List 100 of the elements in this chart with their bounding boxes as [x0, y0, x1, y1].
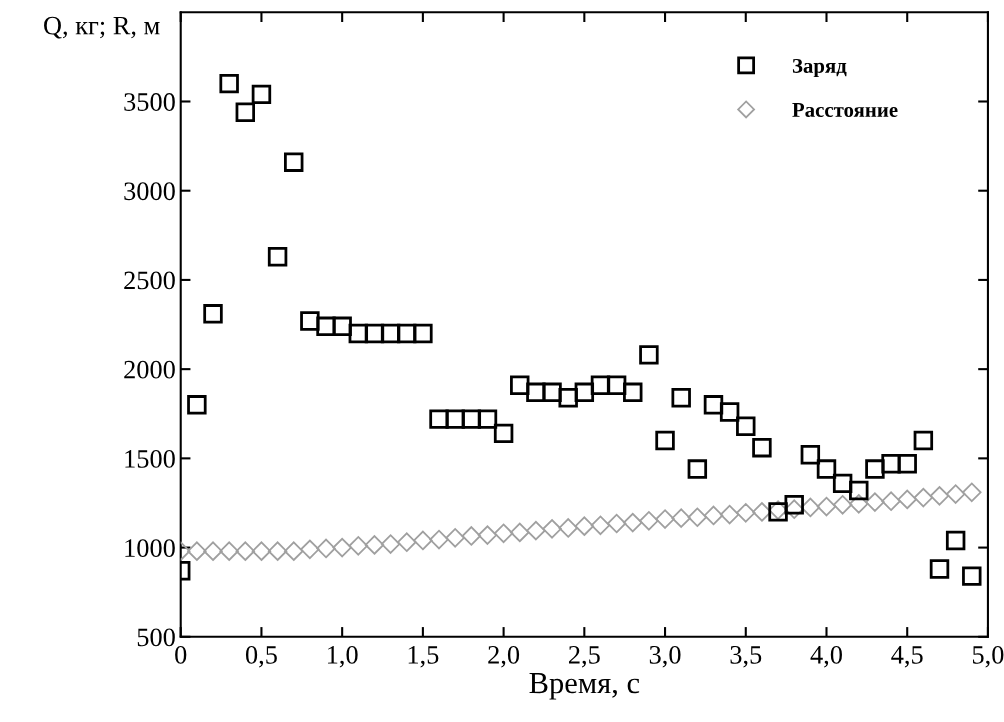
point: [945, 530, 966, 551]
x-tick-label: 0,5: [245, 645, 277, 668]
point: [300, 311, 320, 331]
x-tick-label: 4,5: [891, 646, 923, 668]
point: [542, 382, 562, 403]
point: [639, 511, 659, 531]
y-tick-label: 3000: [124, 182, 175, 201]
point: [558, 518, 578, 538]
point: [300, 539, 320, 560]
y-tick-label: 1500: [125, 449, 175, 468]
point: [623, 382, 643, 403]
point: [849, 494, 869, 514]
point: [510, 375, 530, 395]
point: [526, 382, 546, 403]
point: [445, 528, 465, 548]
point: [316, 538, 336, 559]
point: [962, 566, 982, 586]
point: [187, 395, 207, 415]
point: [639, 345, 659, 365]
point: [574, 382, 595, 403]
point: [219, 541, 239, 561]
point: [413, 530, 433, 551]
x-tick-label: 0: [175, 645, 187, 664]
point: [687, 459, 708, 479]
point: [881, 454, 901, 474]
point: [719, 402, 740, 422]
y-tick-label: 500: [137, 628, 175, 647]
point: [316, 316, 336, 337]
point: [832, 495, 853, 515]
point: [671, 508, 691, 528]
point: [429, 409, 449, 429]
point: [913, 487, 934, 508]
point: [929, 486, 950, 506]
point: [235, 102, 256, 122]
x-tick-label: 3,5: [730, 645, 762, 668]
point: [219, 73, 239, 94]
point: [461, 526, 482, 546]
x-tick-label: 5,0: [972, 645, 1004, 668]
x-tick-label: 2,0: [488, 645, 520, 668]
point: [671, 387, 691, 408]
point: [590, 515, 611, 536]
point: [477, 525, 498, 545]
point: [348, 536, 369, 556]
point: [203, 304, 223, 324]
point: [865, 492, 885, 512]
x-tick-label: 4,0: [810, 645, 842, 668]
point: [251, 84, 272, 105]
point: [913, 430, 934, 451]
point: [526, 520, 546, 541]
point: [816, 496, 837, 517]
point: [719, 504, 740, 525]
point: [687, 507, 708, 527]
point: [962, 482, 982, 503]
y-tick-label: 1000: [125, 539, 175, 557]
point: [832, 473, 853, 494]
y-tick-label: 2500: [124, 271, 175, 290]
point: [364, 535, 385, 555]
x-tick-label: 2,5: [568, 645, 600, 668]
point: [881, 491, 901, 511]
point: [606, 375, 627, 395]
point: [187, 541, 207, 561]
point: [267, 541, 288, 561]
y-tick-label: 3500: [124, 93, 175, 111]
point: [332, 537, 352, 558]
point: [736, 416, 756, 436]
point: [849, 480, 869, 501]
y-tick-label: 2000: [124, 360, 175, 379]
point: [332, 316, 352, 337]
point: [251, 541, 272, 561]
x-tick-label: 1,5: [408, 646, 439, 668]
point: [445, 409, 465, 429]
point: [655, 430, 675, 451]
point: [413, 323, 433, 344]
point: [945, 484, 966, 504]
point: [493, 423, 514, 444]
point: [623, 512, 643, 533]
point: [606, 513, 627, 534]
point: [897, 454, 917, 474]
point: [542, 519, 562, 539]
x-tick-label: 3,0: [649, 645, 681, 668]
point: [752, 437, 772, 458]
point: [800, 445, 821, 465]
point: [655, 509, 675, 529]
point: [429, 529, 449, 550]
point: [800, 497, 821, 518]
x-axis-title: Время, с: [529, 673, 640, 700]
point: [574, 516, 595, 536]
point: [736, 503, 756, 523]
x-tick-label: 1,0: [327, 645, 358, 668]
point: [267, 247, 288, 267]
point: [284, 152, 304, 172]
legend-label: Расстояние: [792, 103, 898, 117]
point: [703, 505, 724, 526]
point: [477, 409, 498, 429]
point: [380, 534, 401, 554]
point: [865, 459, 885, 479]
point: [510, 522, 530, 543]
point: [929, 559, 950, 579]
point: [493, 523, 514, 544]
point: [283, 541, 304, 561]
